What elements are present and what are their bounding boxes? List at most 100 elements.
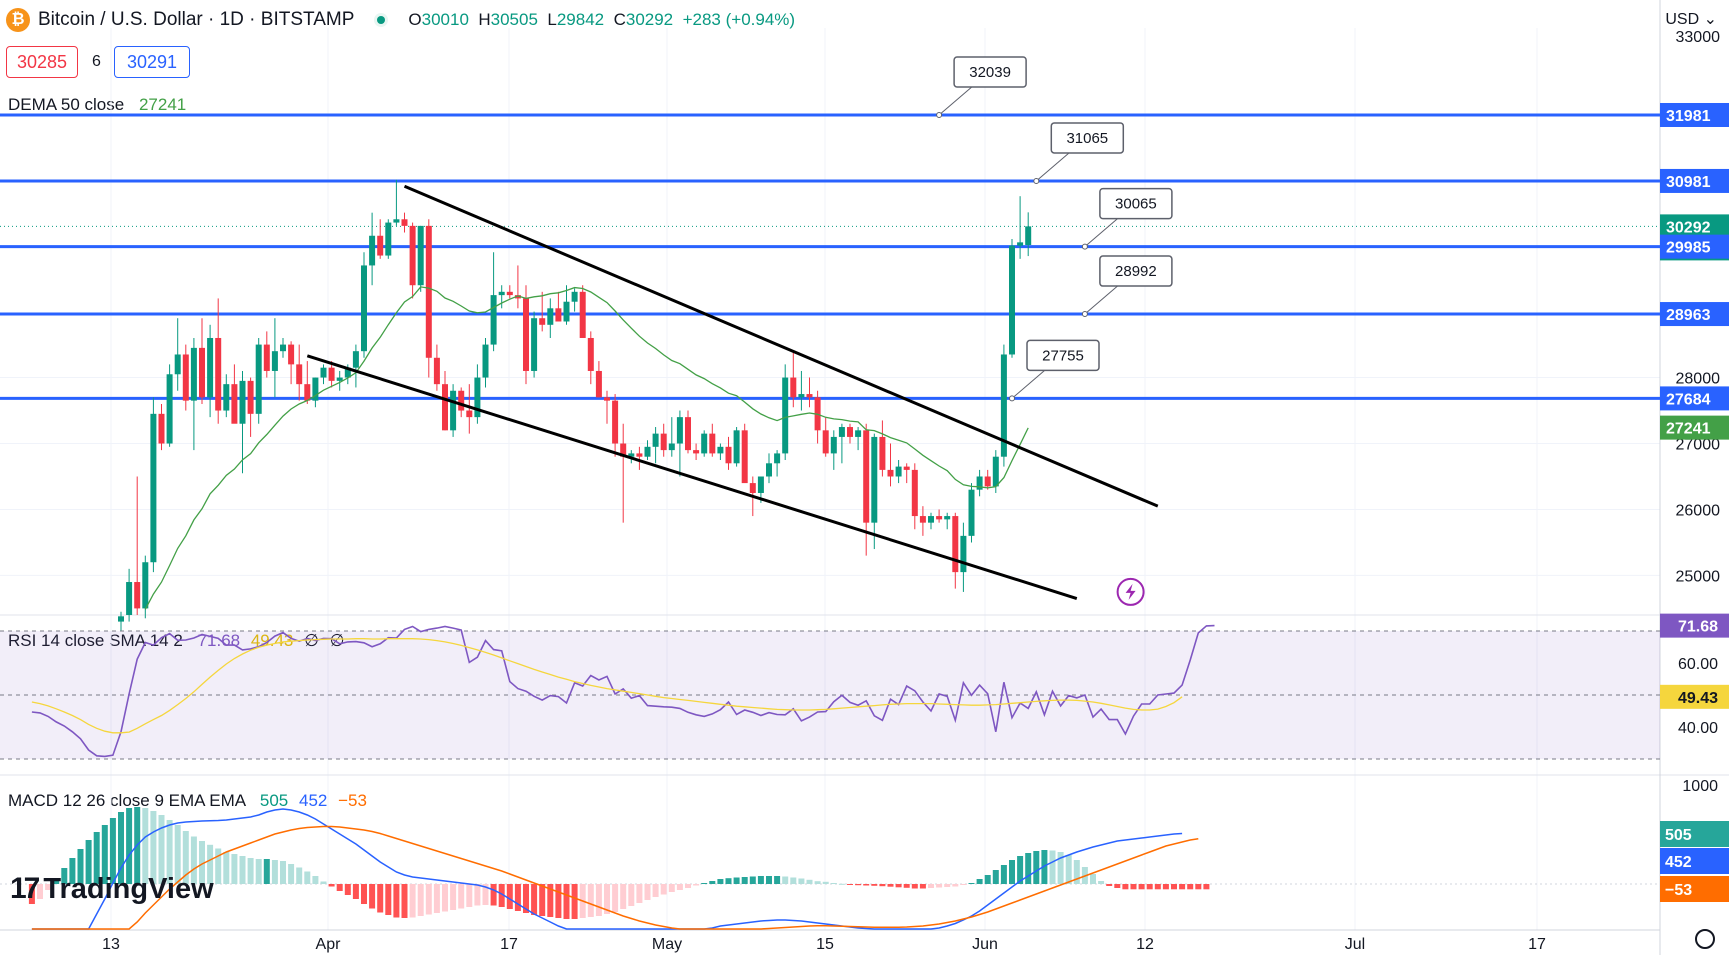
candle-body <box>595 370 602 398</box>
candle-body <box>685 417 691 451</box>
macd-histogram-bar <box>1057 852 1064 884</box>
buy-button[interactable]: 30291 <box>114 46 190 78</box>
callout-anchor <box>1081 243 1088 250</box>
candle-body <box>344 367 351 378</box>
macd-label: MACD 12 26 close 9 EMA EMA <box>8 791 246 810</box>
callout-anchor <box>1033 177 1040 184</box>
candle-body <box>676 417 683 444</box>
candle-body <box>182 354 189 401</box>
candle-body <box>409 225 416 286</box>
candle-body <box>782 377 789 454</box>
time-axis-tick-label: May <box>652 936 682 953</box>
candle-body <box>855 430 862 437</box>
rsi-sma-line <box>31 638 1183 734</box>
candle-body <box>936 516 943 520</box>
macd-signal-value: 452 <box>299 791 328 810</box>
macd-badge-label: −53 <box>1665 882 1692 899</box>
candle-body <box>255 344 262 414</box>
price-badge-label: 30292 <box>1666 219 1711 236</box>
candle-body <box>1017 242 1024 246</box>
macd-histogram-bar <box>563 884 570 919</box>
rsi-extra-2: ∅ <box>329 631 345 650</box>
price-badge <box>1660 214 1729 239</box>
candle-body <box>288 344 295 365</box>
macd-histogram-bar <box>288 864 295 884</box>
macd-histogram-bar <box>190 836 197 884</box>
candle-body <box>369 235 376 266</box>
macd-histogram-bar <box>1122 884 1129 890</box>
candle-body <box>142 562 149 609</box>
macd-histogram-bar <box>595 884 602 916</box>
macd-histogram-bar <box>1049 850 1056 884</box>
macd-histogram-bar <box>1090 874 1096 884</box>
macd-histogram-bar <box>1114 884 1121 888</box>
callout-label: 32039 <box>969 64 1011 81</box>
currency-selector[interactable]: USD ⌄ <box>1665 11 1717 28</box>
candle-body <box>199 347 205 398</box>
dema-legend[interactable]: DEMA 50 close 27241 <box>8 95 186 115</box>
macd-histogram-bar <box>93 832 100 884</box>
sell-button[interactable]: 30285 <box>6 46 78 78</box>
candle-body <box>385 222 392 256</box>
macd-histogram-bar <box>984 875 991 884</box>
rsi-extra-1: ∅ <box>304 631 319 650</box>
grid-lines <box>0 28 1660 930</box>
ohlc-values: O30010 H30505 L29842 C30292 +283 (+0.94%… <box>408 10 796 29</box>
candle-body <box>822 430 829 454</box>
candle-body <box>126 582 133 615</box>
candle-body <box>620 443 627 457</box>
macd-histogram-bar <box>919 884 926 889</box>
price-badge-label: 31981 <box>1666 108 1711 125</box>
macd-histogram-bar <box>1106 884 1113 886</box>
callout-anchor <box>1009 395 1015 402</box>
price-badge-label: 29985 <box>1666 240 1711 257</box>
macd-histogram-bar <box>425 884 432 915</box>
candle-body <box>587 337 594 371</box>
macd-histogram-bar <box>174 825 181 884</box>
macd-histogram-bar <box>911 884 918 889</box>
price-axis-tick-label: 25000 <box>1676 568 1721 585</box>
market-status-icon[interactable] <box>374 13 389 27</box>
macd-histogram-bar <box>960 884 967 885</box>
candle-body <box>709 433 716 454</box>
macd-histogram-bar <box>887 884 894 887</box>
macd-histogram-bar <box>361 884 367 904</box>
symbol-title[interactable]: Bitcoin / U.S. Dollar · 1D · BITSTAMP <box>38 9 355 30</box>
candle-body <box>903 466 910 470</box>
time-axis-tick-label: 17 <box>1528 936 1546 953</box>
macd-histogram-bar <box>1098 881 1105 884</box>
macd-histogram-bar <box>644 884 651 900</box>
macd-histogram-bar <box>514 884 521 911</box>
candle-body <box>717 446 724 454</box>
candle-body <box>749 483 756 493</box>
macd-histogram-bar <box>1041 850 1048 884</box>
macd-histogram-bar <box>798 878 805 884</box>
candle-body <box>174 354 181 375</box>
macd-histogram-bar <box>547 884 554 917</box>
macd-histogram-bar <box>377 884 384 913</box>
macd-histogram-bar <box>928 884 934 888</box>
macd-histogram-bar <box>531 884 538 915</box>
macd-histogram-bar <box>1179 884 1186 890</box>
candle-body <box>328 367 335 381</box>
macd-histogram-bar <box>782 876 789 884</box>
macd-histogram-bar <box>523 884 529 913</box>
callout-label: 30065 <box>1115 196 1157 213</box>
callout-pointer <box>1035 150 1072 182</box>
macd-histogram-bar <box>717 879 724 884</box>
macd-histogram-bar <box>1130 884 1137 890</box>
dema-value: 27241 <box>138 95 187 114</box>
candle-body <box>433 357 440 385</box>
macd-histogram-bar <box>701 883 708 884</box>
macd-histogram-bar <box>1033 851 1040 884</box>
macd-histogram-bar <box>506 884 513 909</box>
macd-histogram-bar <box>976 879 983 884</box>
macd-legend[interactable]: MACD 12 26 close 9 EMA EMA 505 452 −53 <box>8 791 367 811</box>
macd-histogram-bar <box>199 841 205 884</box>
rsi-axis-tick-label: 40.00 <box>1678 720 1718 737</box>
settings-gear-icon[interactable] <box>1695 929 1715 949</box>
macd-histogram-bar <box>612 884 619 912</box>
macd-histogram-bar <box>757 876 764 884</box>
macd-histogram-bar <box>442 884 448 912</box>
